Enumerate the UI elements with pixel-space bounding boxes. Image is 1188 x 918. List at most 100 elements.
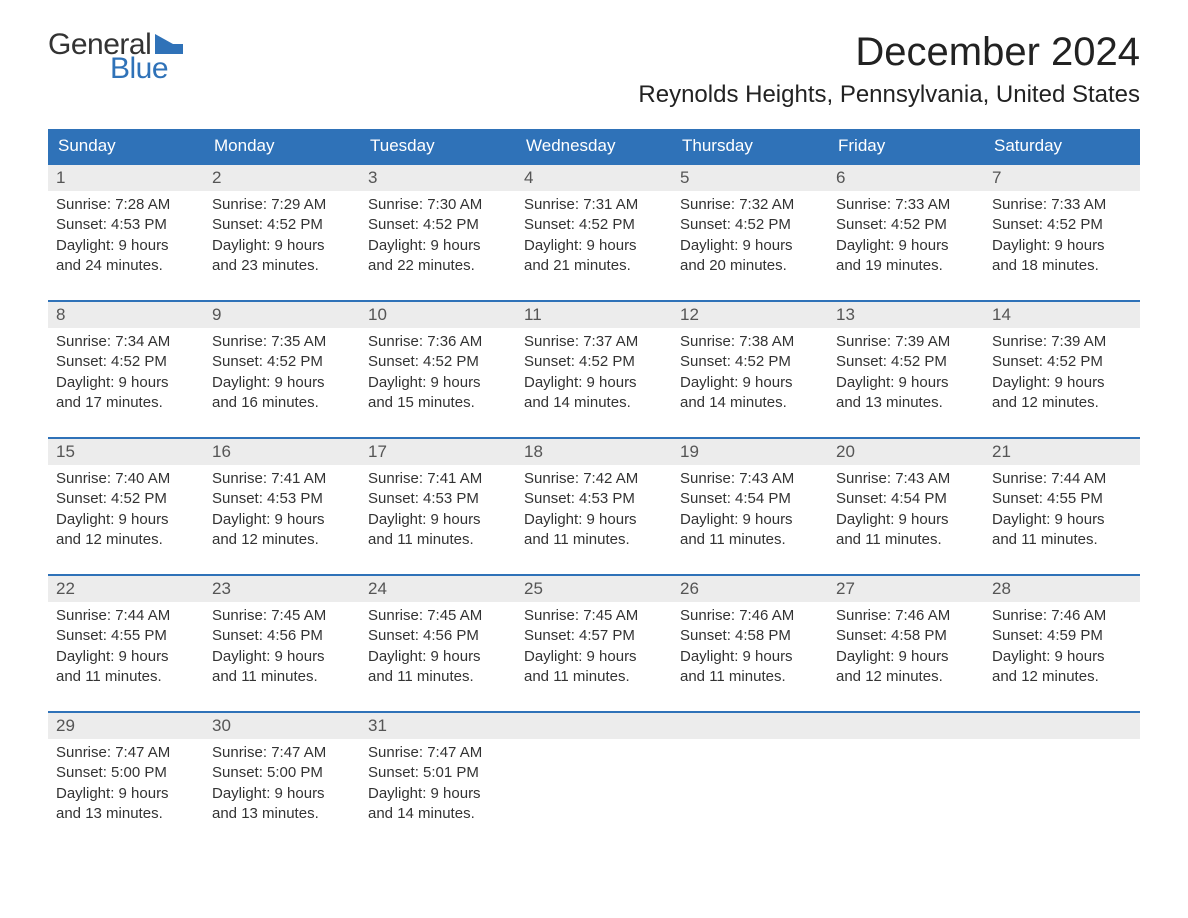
dow-sunday: Sunday: [48, 129, 204, 163]
sunrise-text: Sunrise: 7:45 AM: [212, 606, 352, 626]
day-number: 10: [360, 302, 516, 328]
day-cell: 15Sunrise: 7:40 AMSunset: 4:52 PMDayligh…: [48, 439, 204, 552]
sunset-text: Sunset: 4:55 PM: [56, 626, 196, 646]
day-cell: [828, 713, 984, 826]
daylight-line1: Daylight: 9 hours: [56, 647, 196, 667]
daylight-line1: Daylight: 9 hours: [524, 236, 664, 256]
sunrise-text: Sunrise: 7:31 AM: [524, 195, 664, 215]
calendar: Sunday Monday Tuesday Wednesday Thursday…: [48, 129, 1140, 826]
dow-wednesday: Wednesday: [516, 129, 672, 163]
dow-monday: Monday: [204, 129, 360, 163]
day-details: Sunrise: 7:47 AMSunset: 5:00 PMDaylight:…: [48, 739, 204, 826]
day-cell: 27Sunrise: 7:46 AMSunset: 4:58 PMDayligh…: [828, 576, 984, 689]
sunrise-text: Sunrise: 7:38 AM: [680, 332, 820, 352]
week-row: 1Sunrise: 7:28 AMSunset: 4:53 PMDaylight…: [48, 163, 1140, 278]
sunset-text: Sunset: 4:52 PM: [836, 352, 976, 372]
day-cell: 28Sunrise: 7:46 AMSunset: 4:59 PMDayligh…: [984, 576, 1140, 689]
daylight-line1: Daylight: 9 hours: [524, 373, 664, 393]
day-number: 11: [516, 302, 672, 328]
daylight-line2: and 12 minutes.: [992, 393, 1132, 413]
day-cell: 14Sunrise: 7:39 AMSunset: 4:52 PMDayligh…: [984, 302, 1140, 415]
day-cell: 5Sunrise: 7:32 AMSunset: 4:52 PMDaylight…: [672, 165, 828, 278]
sunrise-text: Sunrise: 7:32 AM: [680, 195, 820, 215]
sunrise-text: Sunrise: 7:36 AM: [368, 332, 508, 352]
sunset-text: Sunset: 4:52 PM: [992, 215, 1132, 235]
sunset-text: Sunset: 4:53 PM: [212, 489, 352, 509]
sunrise-text: Sunrise: 7:30 AM: [368, 195, 508, 215]
day-cell: 23Sunrise: 7:45 AMSunset: 4:56 PMDayligh…: [204, 576, 360, 689]
dow-friday: Friday: [828, 129, 984, 163]
day-cell: 6Sunrise: 7:33 AMSunset: 4:52 PMDaylight…: [828, 165, 984, 278]
day-cell: [984, 713, 1140, 826]
day-number: 27: [828, 576, 984, 602]
daylight-line2: and 15 minutes.: [368, 393, 508, 413]
sunrise-text: Sunrise: 7:46 AM: [836, 606, 976, 626]
day-number: 31: [360, 713, 516, 739]
day-number: 24: [360, 576, 516, 602]
day-of-week-header: Sunday Monday Tuesday Wednesday Thursday…: [48, 129, 1140, 163]
day-cell: 29Sunrise: 7:47 AMSunset: 5:00 PMDayligh…: [48, 713, 204, 826]
sunrise-text: Sunrise: 7:44 AM: [992, 469, 1132, 489]
day-details: Sunrise: 7:46 AMSunset: 4:58 PMDaylight:…: [672, 602, 828, 689]
sunset-text: Sunset: 4:54 PM: [680, 489, 820, 509]
day-number: 14: [984, 302, 1140, 328]
sunrise-text: Sunrise: 7:47 AM: [368, 743, 508, 763]
daylight-line1: Daylight: 9 hours: [992, 373, 1132, 393]
dow-thursday: Thursday: [672, 129, 828, 163]
day-details: Sunrise: 7:45 AMSunset: 4:56 PMDaylight:…: [204, 602, 360, 689]
sunrise-text: Sunrise: 7:47 AM: [56, 743, 196, 763]
daylight-line1: Daylight: 9 hours: [992, 647, 1132, 667]
day-number: 26: [672, 576, 828, 602]
location-text: Reynolds Heights, Pennsylvania, United S…: [638, 81, 1140, 109]
sunrise-text: Sunrise: 7:46 AM: [680, 606, 820, 626]
day-details: Sunrise: 7:43 AMSunset: 4:54 PMDaylight:…: [672, 465, 828, 552]
day-details: Sunrise: 7:44 AMSunset: 4:55 PMDaylight:…: [984, 465, 1140, 552]
daylight-line1: Daylight: 9 hours: [368, 647, 508, 667]
week-row: 15Sunrise: 7:40 AMSunset: 4:52 PMDayligh…: [48, 437, 1140, 552]
day-number: 28: [984, 576, 1140, 602]
week-row: 29Sunrise: 7:47 AMSunset: 5:00 PMDayligh…: [48, 711, 1140, 826]
day-number: 5: [672, 165, 828, 191]
sunset-text: Sunset: 4:52 PM: [56, 489, 196, 509]
sunset-text: Sunset: 5:00 PM: [56, 763, 196, 783]
day-number: 17: [360, 439, 516, 465]
day-details: Sunrise: 7:41 AMSunset: 4:53 PMDaylight:…: [360, 465, 516, 552]
day-cell: 19Sunrise: 7:43 AMSunset: 4:54 PMDayligh…: [672, 439, 828, 552]
daylight-line1: Daylight: 9 hours: [836, 236, 976, 256]
daylight-line1: Daylight: 9 hours: [368, 510, 508, 530]
daylight-line2: and 13 minutes.: [212, 804, 352, 824]
logo: General Blue: [48, 30, 183, 84]
sunrise-text: Sunrise: 7:37 AM: [524, 332, 664, 352]
sunrise-text: Sunrise: 7:45 AM: [368, 606, 508, 626]
day-cell: 12Sunrise: 7:38 AMSunset: 4:52 PMDayligh…: [672, 302, 828, 415]
daylight-line1: Daylight: 9 hours: [368, 784, 508, 804]
sunrise-text: Sunrise: 7:41 AM: [368, 469, 508, 489]
day-details: Sunrise: 7:33 AMSunset: 4:52 PMDaylight:…: [984, 191, 1140, 278]
sunset-text: Sunset: 4:54 PM: [836, 489, 976, 509]
sunrise-text: Sunrise: 7:29 AM: [212, 195, 352, 215]
sunset-text: Sunset: 5:01 PM: [368, 763, 508, 783]
daylight-line2: and 11 minutes.: [56, 667, 196, 687]
daylight-line1: Daylight: 9 hours: [836, 647, 976, 667]
day-number: 16: [204, 439, 360, 465]
day-number: 1: [48, 165, 204, 191]
sunrise-text: Sunrise: 7:43 AM: [680, 469, 820, 489]
day-cell: 11Sunrise: 7:37 AMSunset: 4:52 PMDayligh…: [516, 302, 672, 415]
sunrise-text: Sunrise: 7:39 AM: [992, 332, 1132, 352]
day-number: 6: [828, 165, 984, 191]
day-cell: [516, 713, 672, 826]
day-cell: 18Sunrise: 7:42 AMSunset: 4:53 PMDayligh…: [516, 439, 672, 552]
day-cell: 21Sunrise: 7:44 AMSunset: 4:55 PMDayligh…: [984, 439, 1140, 552]
daylight-line2: and 14 minutes.: [680, 393, 820, 413]
day-cell: 30Sunrise: 7:47 AMSunset: 5:00 PMDayligh…: [204, 713, 360, 826]
day-details: Sunrise: 7:33 AMSunset: 4:52 PMDaylight:…: [828, 191, 984, 278]
daylight-line1: Daylight: 9 hours: [212, 784, 352, 804]
day-number: 9: [204, 302, 360, 328]
sunset-text: Sunset: 4:56 PM: [368, 626, 508, 646]
day-cell: 4Sunrise: 7:31 AMSunset: 4:52 PMDaylight…: [516, 165, 672, 278]
sunrise-text: Sunrise: 7:42 AM: [524, 469, 664, 489]
daylight-line2: and 11 minutes.: [368, 667, 508, 687]
daylight-line2: and 11 minutes.: [524, 530, 664, 550]
page-title: December 2024: [638, 30, 1140, 75]
day-cell: 22Sunrise: 7:44 AMSunset: 4:55 PMDayligh…: [48, 576, 204, 689]
